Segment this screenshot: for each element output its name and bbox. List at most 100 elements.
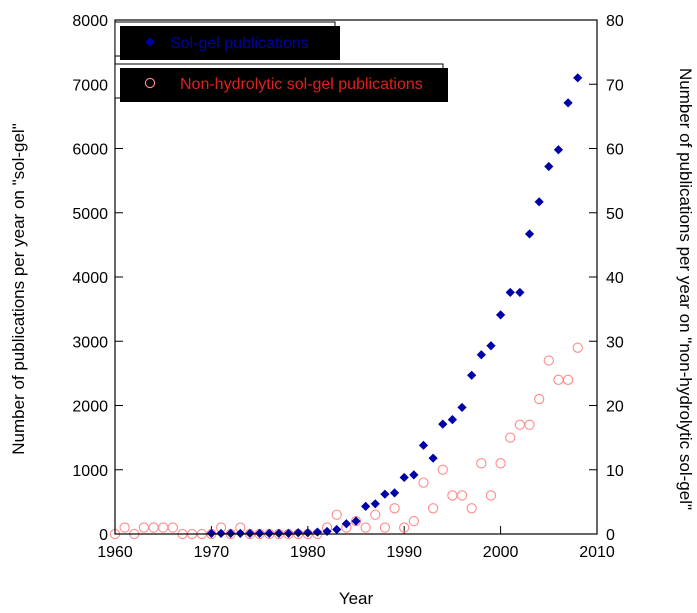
x-tick-label: 1980 [290,544,326,561]
right-tick-label: 0 [606,527,615,544]
legend: Sol-gel publications Non-hydrolytic sol-… [114,21,448,102]
data-point-sol-gel [553,145,564,155]
data-point-sol-gel [361,501,371,511]
data-point-sol-gel [312,527,323,537]
data-point-sol-gel [351,516,361,526]
data-point-non-hydrolytic [331,509,342,520]
right-tick-label: 10 [606,463,624,480]
data-point-non-hydrolytic [456,490,468,501]
right-tick-label: 50 [606,206,624,223]
data-point-non-hydrolytic [562,374,574,385]
right-axis-ticks: 0 10 20 30 40 50 60 70 80 [589,13,624,544]
series-non-hydrolytic [109,342,583,540]
data-point-sol-gel [544,161,554,172]
legend-marker-diamond [145,37,155,47]
data-point-sol-gel [322,526,332,537]
data-point-non-hydrolytic [167,522,178,533]
data-point-non-hydrolytic [370,509,381,520]
plot-frame [114,19,598,535]
data-point-non-hydrolytic [534,393,545,405]
legend-marker-circle [144,77,156,89]
right-tick-label: 70 [606,77,624,94]
data-point-non-hydrolytic [418,477,429,488]
data-point-sol-gel [534,197,544,207]
data-point-non-hydrolytic [389,503,400,514]
legend-shadow-sol-gel [120,26,340,60]
data-point-sol-gel [418,440,429,450]
data-point-non-hydrolytic [138,522,150,533]
data-point-sol-gel [496,310,506,320]
data-point-sol-gel [293,528,303,538]
x-tick-label: 2010 [579,544,615,561]
right-tick-label: 80 [606,13,624,30]
data-point-sol-gel [438,419,448,429]
data-point-non-hydrolytic [158,522,169,533]
x-tick-label: 1970 [194,544,230,561]
data-point-non-hydrolytic [485,490,497,501]
data-point-non-hydrolytic [505,432,516,443]
data-point-sol-gel [283,528,294,538]
data-point-non-hydrolytic [399,522,410,533]
data-point-sol-gel [206,528,216,538]
data-point-sol-gel [505,287,515,298]
left-tick-label: 2000 [72,399,108,416]
data-point-non-hydrolytic [553,374,564,385]
data-point-non-hydrolytic [119,522,130,533]
data-point-non-hydrolytic [427,503,439,514]
data-point-non-hydrolytic [514,419,526,430]
data-point-sol-gel [255,528,265,538]
x-axis-ticks: 1960 1970 1980 1990 2000 2010 [97,526,615,561]
left-tick-label: 6000 [72,142,108,159]
data-point-sol-gel [409,470,419,480]
x-axis-title: Year [339,589,374,608]
data-point-non-hydrolytic [543,355,554,366]
data-point-sol-gel [303,528,313,538]
left-axis-ticks: 0 1000 2000 3000 4000 5000 6000 7000 8000 [72,13,123,544]
data-point-non-hydrolytic [572,342,583,353]
data-point-sol-gel [515,287,525,298]
data-point-sol-gel [226,528,236,538]
right-tick-label: 40 [606,270,624,287]
data-point-sol-gel [264,528,274,538]
legend-label-non-hydrolytic: Non-hydrolytic sol-gel publications [180,76,423,93]
data-point-non-hydrolytic [447,490,458,501]
data-point-sol-gel [428,453,438,463]
x-tick-label: 1960 [97,544,133,561]
legend-label-sol-gel: Sol-gel publications [170,35,309,52]
series-sol-gel [206,73,583,538]
x-tick-label: 2000 [483,544,519,561]
data-point-non-hydrolytic [495,458,506,469]
data-point-sol-gel [573,73,583,83]
data-point-sol-gel [476,350,486,360]
data-point-sol-gel [341,519,351,529]
right-tick-label: 20 [606,399,624,416]
data-point-non-hydrolytic [360,522,371,533]
x-tick-label: 1990 [386,544,422,561]
left-tick-label: 7000 [72,77,108,94]
data-point-sol-gel [399,472,409,483]
data-point-sol-gel [467,370,477,380]
data-point-non-hydrolytic [437,464,448,475]
data-point-sol-gel [524,229,535,239]
data-point-non-hydrolytic [476,458,487,469]
data-point-non-hydrolytic [148,522,159,533]
right-tick-label: 60 [606,142,624,159]
data-point-sol-gel [389,488,400,498]
data-point-non-hydrolytic [379,522,391,533]
left-tick-label: 0 [99,527,108,544]
data-point-sol-gel [235,528,245,538]
left-tick-label: 4000 [72,270,108,287]
left-tick-label: 1000 [72,463,108,480]
left-tick-label: 3000 [72,334,108,351]
data-point-non-hydrolytic [408,516,419,527]
data-point-sol-gel [370,499,380,509]
data-point-sol-gel [380,489,390,499]
data-point-sol-gel [245,528,255,538]
data-point-sol-gel [332,524,342,535]
data-point-non-hydrolytic [466,503,477,514]
legend-shadow-non-hydrolytic [120,68,448,102]
right-axis-title: Number of publications per year on "non-… [676,68,695,510]
right-tick-label: 30 [606,334,624,351]
data-point-sol-gel [274,528,284,538]
